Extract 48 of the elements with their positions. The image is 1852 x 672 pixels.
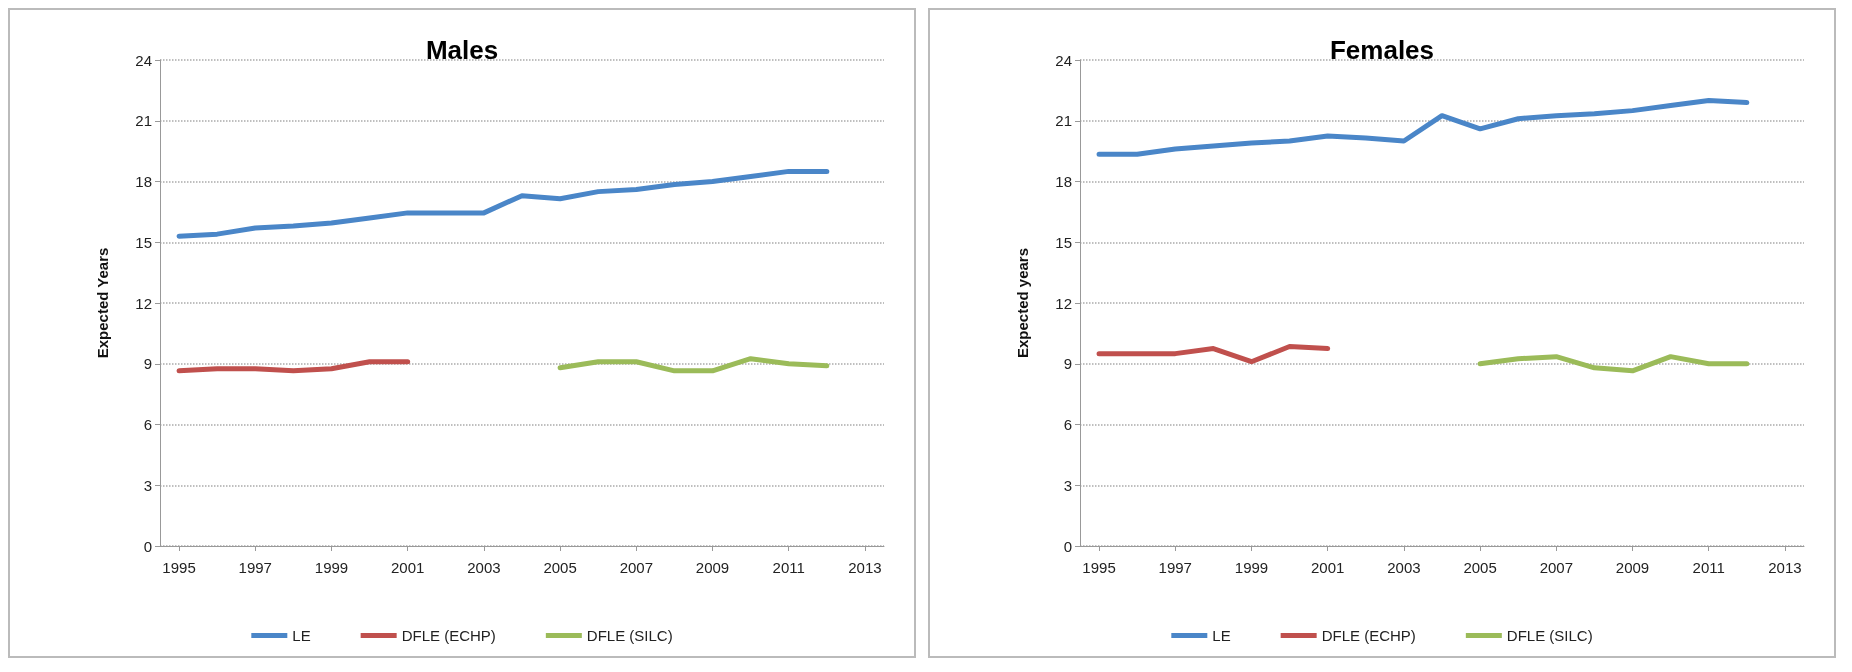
y-tick-label: 6	[143, 416, 152, 433]
y-tick-label: 21	[135, 112, 152, 130]
y-axis-title: Expected years	[1014, 247, 1031, 359]
x-tick-label: 2003	[1387, 559, 1421, 576]
chart-title: Females	[1329, 35, 1435, 65]
x-tick-label: 2013	[848, 559, 882, 576]
legend-label: DFLE (ECHP)	[1321, 627, 1416, 644]
y-tick-label: 3	[1063, 476, 1072, 494]
x-tick-label: 2001	[391, 559, 425, 576]
y-tick-label: 15	[135, 233, 152, 251]
y-tick-label: 9	[1063, 355, 1072, 373]
x-tick-label: 2005	[1463, 559, 1497, 576]
x-tick-label: 2007	[1539, 559, 1573, 576]
y-tick-label: 18	[135, 173, 152, 190]
x-tick-label: 2001	[1311, 559, 1345, 576]
x-tick-label: 1995	[1082, 559, 1116, 576]
y-tick-label: 6	[1063, 416, 1072, 433]
y-tick-label: 12	[135, 294, 152, 312]
x-tick-label: 2003	[467, 559, 501, 576]
x-tick-label: 1999	[314, 559, 349, 576]
y-tick-label: 24	[135, 51, 152, 69]
x-tick-label: 1997	[1158, 559, 1192, 576]
y-tick-label: 12	[1055, 294, 1072, 312]
chart-title: Males	[425, 35, 499, 65]
y-tick-label: 24	[1055, 51, 1072, 69]
y-tick-label: 18	[1055, 173, 1072, 190]
x-tick-label: 1997	[238, 559, 272, 576]
x-tick-label: 2005	[543, 559, 577, 576]
legend-label: DFLE (SILC)	[586, 627, 673, 644]
x-tick-label: 1999	[1234, 559, 1269, 576]
y-axis-title: Expected Years	[94, 247, 111, 359]
legend-label: DFLE (SILC)	[1506, 627, 1593, 644]
x-tick-label: 2009	[695, 559, 730, 576]
legend-label: LE	[1212, 627, 1231, 644]
legend-label: LE	[292, 627, 311, 644]
x-tick-label: 2009	[1615, 559, 1650, 576]
x-tick-label: 1995	[162, 559, 196, 576]
y-tick-label: 9	[143, 355, 152, 373]
x-tick-label: 2007	[619, 559, 653, 576]
x-tick-label: 2011	[772, 559, 805, 576]
y-tick-label: 0	[1063, 537, 1072, 555]
y-tick-label: 0	[143, 537, 152, 555]
y-tick-label: 15	[1055, 233, 1072, 251]
y-tick-label: 3	[143, 476, 152, 494]
x-tick-label: 2013	[1768, 559, 1802, 576]
x-tick-label: 2011	[1692, 559, 1725, 576]
y-tick-label: 21	[1055, 112, 1072, 130]
legend-label: DFLE (ECHP)	[401, 627, 496, 644]
